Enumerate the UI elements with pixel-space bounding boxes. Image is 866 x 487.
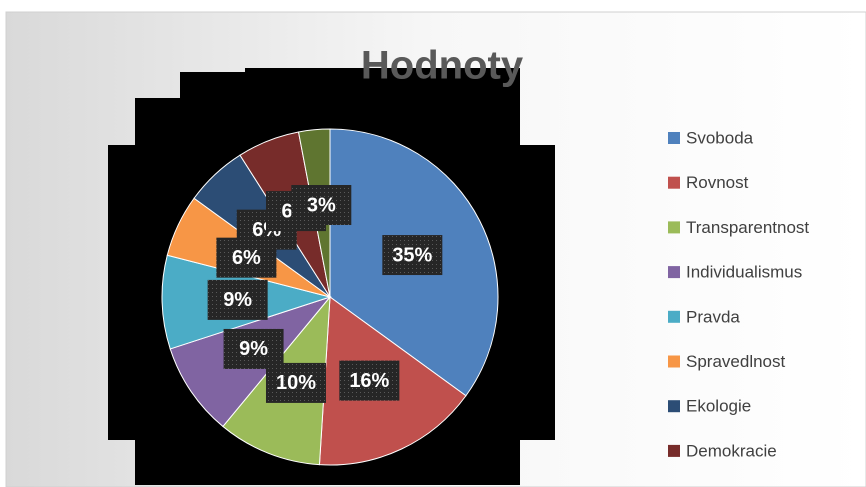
data-label-box <box>382 235 443 276</box>
legend-swatch <box>668 176 680 189</box>
legend-swatch <box>668 266 680 279</box>
legend-swatch <box>668 132 680 144</box>
legend-label: Svoboda <box>686 128 754 147</box>
legend-label: Spravedlnost <box>686 352 786 371</box>
data-label-box <box>223 328 284 369</box>
data-label: 9% <box>223 289 252 311</box>
data-label: 9% <box>239 338 268 360</box>
data-label-box <box>291 185 352 226</box>
data-label: 35% <box>392 244 432 266</box>
legend-label: Individualismus <box>686 263 802 282</box>
legend-swatch <box>668 444 680 457</box>
legend-label: Pravda <box>686 307 740 326</box>
chart-title: Hodnoty <box>361 44 524 88</box>
data-labels: 35%16%10%9%9%6%6%6%3% <box>207 185 443 403</box>
legend-label: Ekologie <box>686 397 751 416</box>
legend: Svoboda Rovnost Transparentnost Individuali… <box>668 128 809 460</box>
legend-label: Demokracie <box>686 441 777 460</box>
legend-swatch <box>668 355 680 368</box>
data-label-box <box>207 279 268 320</box>
data-label-box <box>339 360 400 401</box>
legend-swatch <box>668 400 680 413</box>
data-label: 3% <box>307 194 336 216</box>
legend-label: Rovnost <box>686 173 749 192</box>
data-label: 6% <box>232 247 261 269</box>
data-label: 10% <box>276 372 316 394</box>
data-label-box <box>265 362 326 403</box>
legend-swatch <box>668 221 680 234</box>
legend-swatch <box>668 310 680 323</box>
pie <box>161 128 499 466</box>
data-label: 16% <box>349 370 389 392</box>
legend-label: Transparentnost <box>686 218 809 237</box>
